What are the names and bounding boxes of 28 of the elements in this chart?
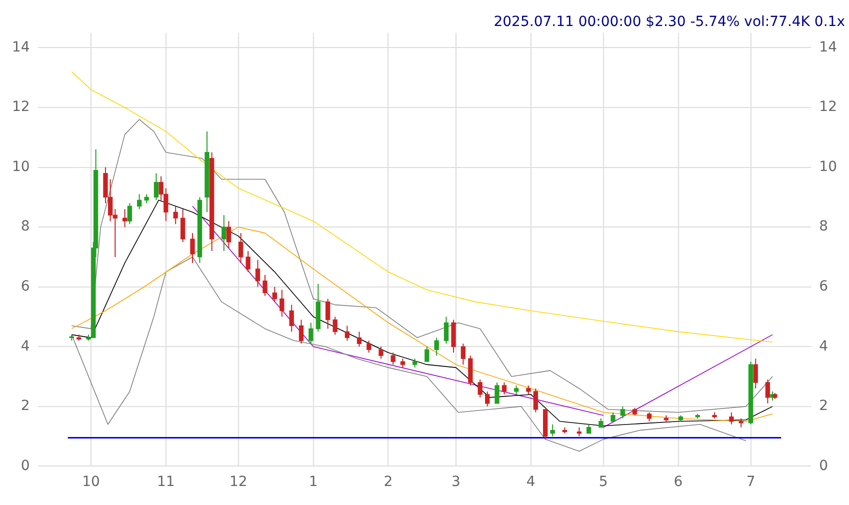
x-tick-label: 4 (526, 474, 536, 490)
y-tick-label: 0 (20, 458, 30, 474)
chart-title: 2025.07.11 00:00:00 $2.30 -5.74% vol:77.4K 0.1x (494, 14, 845, 30)
x-tick-label: 1 (308, 474, 318, 490)
y2-tick-label: 0 (819, 458, 828, 474)
x-tick-label: 2 (384, 474, 393, 490)
y-tick-label: 2 (20, 398, 30, 414)
x-tick-label: 11 (156, 474, 175, 490)
candlestick (526, 385, 531, 395)
y2-tick-label: 10 (819, 158, 838, 175)
y-tick-label: 4 (20, 338, 30, 354)
x-tick-label: 3 (451, 474, 460, 490)
y2-tick-label: 14 (819, 39, 838, 56)
y-tick-label: 6 (20, 278, 30, 295)
x-tick-label: 6 (674, 474, 683, 490)
y2-tick-label: 12 (819, 99, 838, 116)
y2-tick-label: 8 (819, 218, 828, 235)
x-tick-label: 5 (598, 474, 608, 490)
x-tick-label: 7 (746, 474, 756, 490)
y-tick-label: 10 (12, 158, 30, 175)
x-tick-label: 10 (82, 474, 100, 490)
y-tick-label: 12 (12, 99, 30, 116)
y2-tick-label: 4 (819, 338, 828, 354)
x-tick-label: 12 (229, 474, 248, 490)
y-tick-label: 8 (20, 218, 30, 235)
y-tick-label: 14 (12, 39, 30, 56)
y2-tick-label: 6 (819, 278, 828, 295)
y2-tick-label: 2 (819, 398, 828, 414)
